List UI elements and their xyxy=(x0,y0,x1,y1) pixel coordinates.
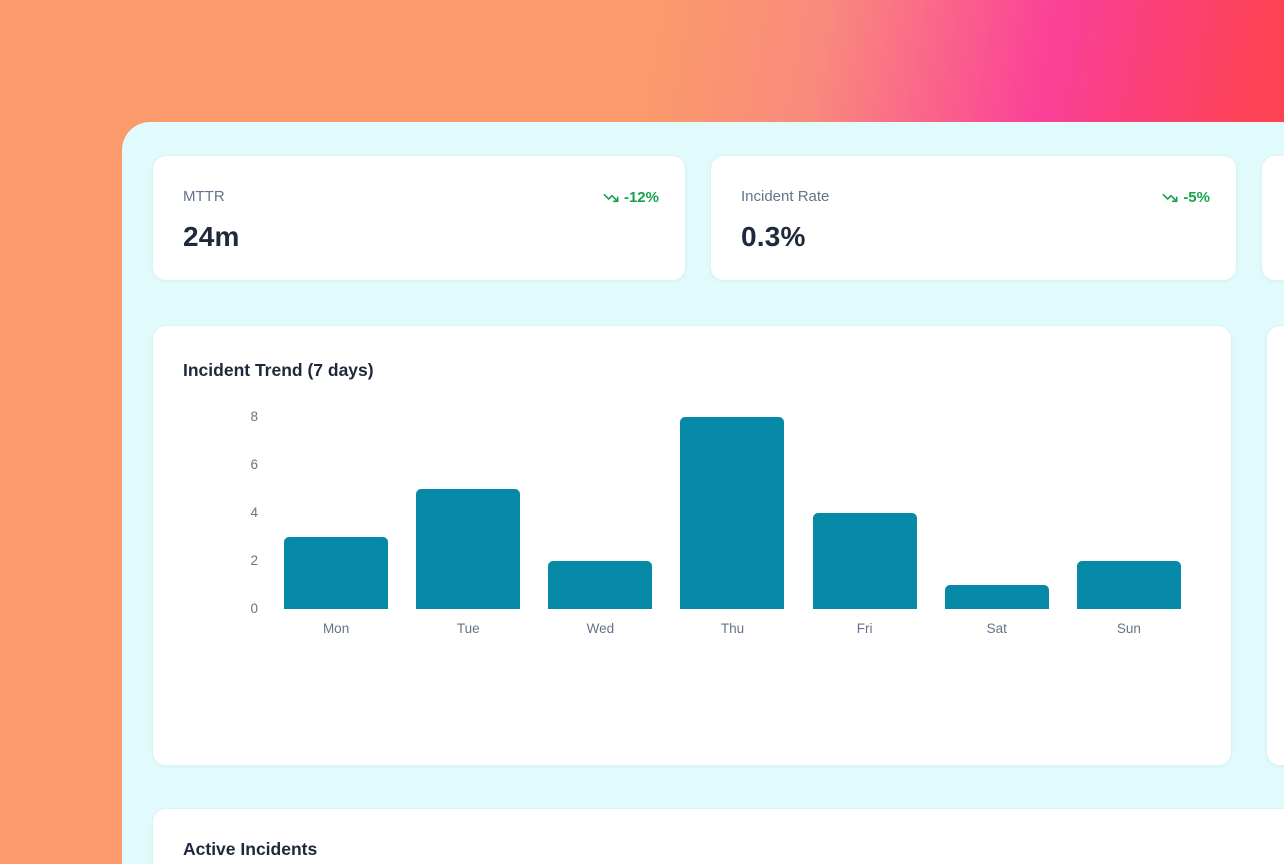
stat-card-mttr: MTTR 24m -12% xyxy=(152,155,686,281)
stat-card-incident-rate: Incident Rate 0.3% -5% xyxy=(710,155,1237,281)
incident-trend-card: Incident Trend (7 days) 0 2 4 6 8 Mon Tue Wed T… xyxy=(152,325,1232,766)
y-axis: 0 2 4 6 8 xyxy=(183,409,270,616)
bar-slot xyxy=(1063,417,1195,609)
active-incidents-card: Active Incidents xyxy=(152,808,1284,864)
bar-chart: 0 2 4 6 8 Mon Tue Wed Thu Fri Sat Sun xyxy=(183,409,1195,636)
stat-delta-value: -12% xyxy=(623,189,659,206)
bar-fri[interactable] xyxy=(812,513,917,609)
bar-sun[interactable] xyxy=(1076,561,1181,609)
stat-delta-badge: -12% xyxy=(603,189,659,206)
stat-value: 24m xyxy=(183,221,240,252)
x-tick-label: Mon xyxy=(322,621,350,636)
y-tick-label: 0 xyxy=(250,601,258,616)
x-labels: Mon Tue Wed Thu Fri Sat Sun xyxy=(270,621,1195,636)
incidents-title: Active Incidents xyxy=(183,839,318,859)
stat-card-partial xyxy=(1261,155,1284,281)
stat-delta-badge: -5% xyxy=(1162,189,1210,206)
bar-sat[interactable] xyxy=(944,585,1049,609)
bar-slot xyxy=(666,417,798,609)
bar-thu[interactable] xyxy=(680,417,785,609)
stat-label: MTTR xyxy=(183,188,225,205)
y-tick-label: 8 xyxy=(250,409,258,424)
x-tick-label: Wed xyxy=(586,621,615,636)
bar-slot xyxy=(270,417,402,609)
x-tick-label: Thu xyxy=(720,621,745,636)
bar-mon[interactable] xyxy=(284,537,389,609)
x-tick-label: Fri xyxy=(856,621,873,636)
y-tick-label: 6 xyxy=(250,457,258,472)
stat-value: 0.3% xyxy=(741,221,806,252)
dashboard-panel: MTTR 24m -12% Incident Rate 0.3% xyxy=(122,122,1284,864)
x-tick-label: Sun xyxy=(1116,621,1141,636)
trending-down-icon xyxy=(603,190,619,206)
bar-slot xyxy=(402,417,534,609)
bar-wed[interactable] xyxy=(548,561,653,609)
bar-slot xyxy=(534,417,666,609)
bar-slot xyxy=(931,417,1063,609)
y-tick-label: 4 xyxy=(250,505,258,520)
stat-label: Incident Rate xyxy=(741,188,830,205)
y-tick-label: 2 xyxy=(250,553,258,568)
stat-delta-value: -5% xyxy=(1183,189,1210,206)
bar-tue[interactable] xyxy=(416,489,521,609)
x-tick-label: Sat xyxy=(986,621,1007,636)
bar-plot xyxy=(270,417,1195,609)
side-card-partial xyxy=(1266,325,1284,766)
chart-title: Incident Trend (7 days) xyxy=(183,360,374,380)
trending-down-icon xyxy=(1162,190,1178,206)
bar-slot xyxy=(799,417,931,609)
x-tick-label: Tue xyxy=(456,621,480,636)
